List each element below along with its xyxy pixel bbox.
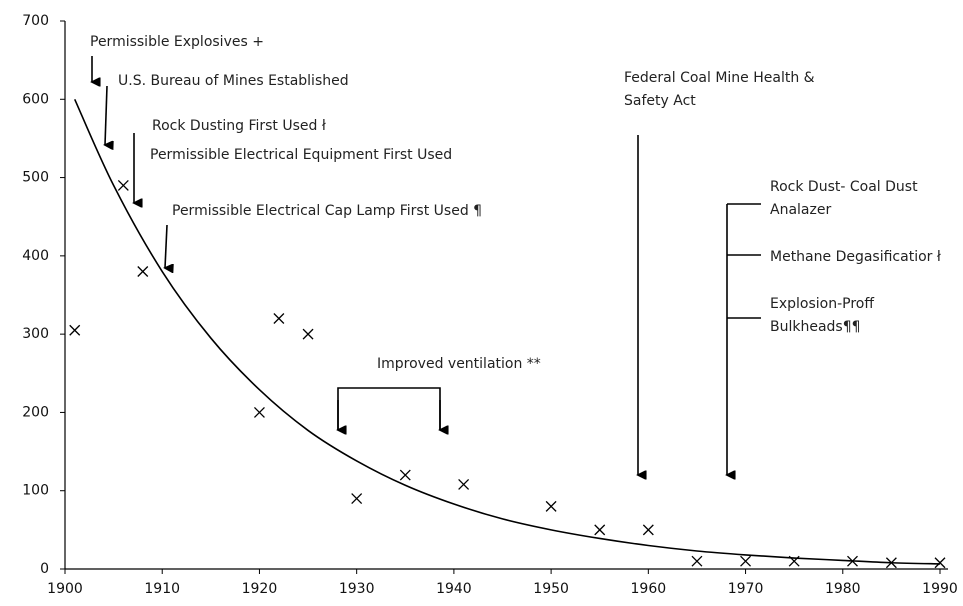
point-stroke: [458, 478, 470, 490]
point-stroke: [934, 557, 946, 569]
y-tick-label: 100: [22, 483, 49, 499]
annotation: Rock Dust- Coal Dust: [770, 179, 918, 195]
annotation: U.S. Bureau of Mines Established: [118, 73, 349, 89]
point: [117, 179, 129, 191]
point-stroke: [740, 555, 752, 567]
point: [594, 524, 606, 536]
bracket: [337, 387, 441, 430]
point: [399, 469, 411, 481]
annotation: Permissible Electrical Cap Lamp First Us…: [172, 203, 482, 219]
annotation: Permissible Explosives +: [90, 34, 264, 50]
x-tick-label: 1910: [144, 581, 180, 597]
y-tick-label: 400: [22, 248, 49, 264]
point: [691, 555, 703, 567]
y-tick-label: 600: [22, 91, 49, 107]
point-stroke: [642, 524, 654, 536]
x-tick-label: 1990: [922, 581, 958, 597]
point-stroke: [545, 500, 557, 512]
x-tick-label: 1930: [339, 581, 375, 597]
x-tick-label: 1940: [436, 581, 472, 597]
point-stroke: [885, 557, 897, 569]
x-tick-label: 1900: [47, 581, 83, 597]
point-stroke: [847, 555, 858, 567]
point-stroke: [302, 328, 314, 340]
point: [642, 524, 654, 536]
trend-line: [73, 98, 941, 565]
point-stroke: [788, 555, 800, 567]
annotation: Improved ventilation **: [377, 356, 541, 372]
y-tick-label: 0: [40, 561, 49, 577]
point-stroke: [594, 524, 606, 536]
point-stroke: [273, 313, 285, 324]
point-stroke: [691, 555, 703, 567]
point: [69, 324, 81, 336]
x-tick-label: 1920: [242, 581, 278, 597]
annotation: Bulkheads¶¶: [770, 319, 861, 335]
point: [740, 555, 752, 567]
annotation-arrows: [92, 56, 761, 475]
y-tick-label: 300: [22, 326, 49, 342]
point-stroke: [137, 266, 149, 277]
annotation: Analazer: [770, 202, 831, 218]
x-tick-label: 1970: [728, 581, 764, 597]
point-stroke: [351, 493, 363, 505]
y-tick-label: 500: [22, 170, 49, 186]
y-tick-label: 200: [22, 404, 49, 420]
annotation: Rock Dusting First Used ł: [152, 118, 326, 134]
point-stroke: [117, 179, 129, 191]
y-tick-label: 700: [22, 13, 49, 29]
x-tick-label: 1950: [533, 581, 569, 597]
point: [273, 313, 285, 324]
point: [458, 478, 470, 490]
annotation: Permissible Electrical Equipment First U…: [150, 147, 452, 163]
point-stroke: [69, 324, 81, 336]
point: [788, 555, 800, 567]
annotation: Explosion-Proff: [770, 296, 874, 312]
x-tick-label: 1980: [825, 581, 861, 597]
point: [351, 493, 363, 505]
annotation: Methane Degasificatior ł: [770, 249, 941, 265]
x-tick-label: 1960: [631, 581, 667, 597]
point: [253, 406, 265, 418]
point: [137, 266, 149, 277]
point: [545, 500, 557, 512]
arrow: [165, 224, 167, 268]
point: [302, 328, 314, 340]
annotation: Federal Coal Mine Health &: [624, 70, 815, 86]
point: [885, 557, 897, 569]
point: [934, 557, 946, 569]
annotation: Safety Act: [624, 93, 696, 109]
arrow: [105, 85, 107, 145]
point-stroke: [253, 406, 265, 418]
point: [847, 555, 858, 567]
point-stroke: [399, 469, 411, 481]
